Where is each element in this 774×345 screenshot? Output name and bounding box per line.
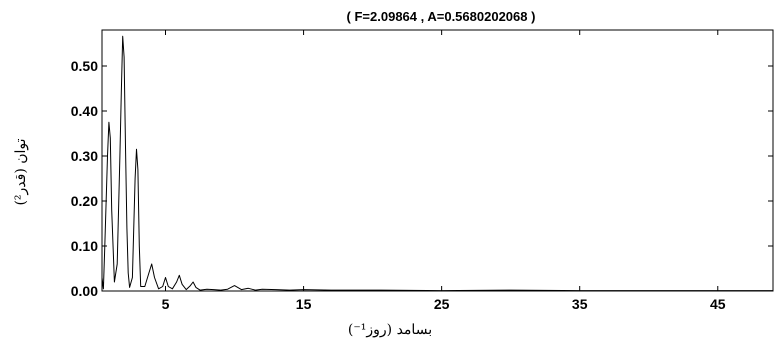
x-tick-label: 5 — [162, 296, 170, 312]
power-spectrum-line — [101, 35, 773, 292]
x-tick-label: 25 — [434, 296, 450, 312]
x-tick-label: 35 — [572, 296, 588, 312]
series-layer — [101, 35, 773, 292]
x-axis: 5 15 25 35 45 — [162, 30, 726, 312]
y-axis-label: توان (قدر²) — [13, 138, 29, 205]
y-tick-label: 0.40 — [71, 103, 98, 119]
plot-border — [101, 29, 774, 292]
y-tick-label: 0.20 — [71, 193, 98, 209]
y-tick-label: 0.00 — [71, 283, 98, 299]
x-tick-label: 15 — [296, 296, 312, 312]
chart-title: ( F=2.09864 , A=0.5680202068 ) — [347, 9, 536, 24]
y-tick-label: 0.50 — [71, 58, 98, 74]
x-tick-label: 45 — [710, 296, 726, 312]
x-axis-label: بسامد (روز¹⁻) — [348, 322, 432, 338]
y-axis: 0.00 0.10 0.20 0.30 0.40 0.50 — [71, 58, 773, 299]
y-tick-label: 0.10 — [71, 238, 98, 254]
plot-frame — [101, 29, 774, 292]
y-tick-label: 0.30 — [71, 148, 98, 164]
